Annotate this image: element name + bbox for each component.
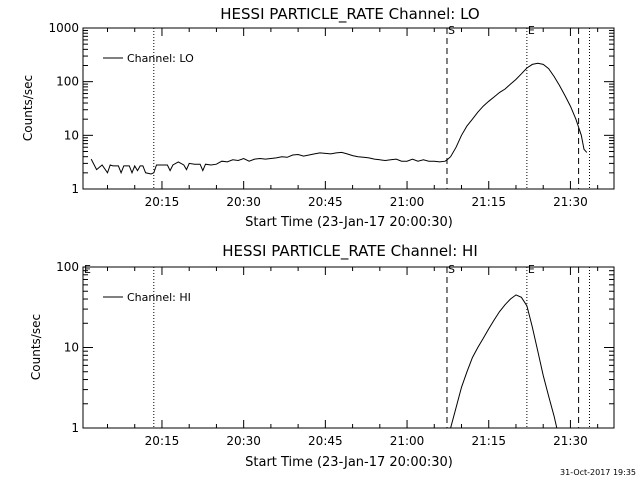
chart-lo-plot: 20:15 20:30 20:45 21:00 21:15 21:30 1 10 100 1000… [48, 21, 615, 209]
x-tick-label: 20:30 [226, 434, 261, 448]
series-line [90, 62, 588, 175]
y-tick-label: 10 [64, 128, 79, 142]
y-tick-label: 1 [71, 182, 79, 196]
x-tick-label: 20:30 [226, 195, 261, 209]
footer-date: 31-Oct-2017 19:35 [560, 468, 636, 477]
x-tick-label: 21:30 [553, 434, 588, 448]
x-tick-label: 21:00 [390, 434, 425, 448]
chart-hi-container: HESSI PARTICLE_RATE Channel: HI Counts/s… [29, 242, 615, 470]
series-line [450, 294, 558, 429]
x-tick-label: 21:00 [390, 195, 425, 209]
marker-label: E [528, 263, 535, 276]
x-tick-label: 21:30 [553, 195, 588, 209]
chart-hi-ylabel: Counts/sec [29, 314, 43, 380]
y-tick-label: 100 [56, 260, 79, 274]
marker-label: S [448, 263, 455, 276]
x-tick-label: 21:15 [471, 434, 506, 448]
y-tick-label: 100 [56, 75, 79, 89]
y-tick-label: 1000 [48, 21, 79, 35]
chart-hi-title: HESSI PARTICLE_RATE Channel: HI [222, 242, 478, 261]
chart-lo-ylabel: Counts/sec [21, 75, 35, 141]
chart-lo-container: HESSI PARTICLE_RATE Channel: LO Counts/s… [21, 5, 615, 230]
corner-label: E [84, 263, 91, 276]
marker-label: S [448, 24, 455, 37]
plot-frame [82, 27, 615, 190]
chart-lo-xlabel: Start Time (23-Jan-17 20:00:30) [245, 215, 453, 230]
y-tick-label: 10 [64, 341, 79, 355]
chart-lo-title: HESSI PARTICLE_RATE Channel: LO [220, 5, 479, 24]
chart-hi-plot: 20:15 20:30 20:45 21:00 21:15 21:30 1 10 100 S E E C… [56, 260, 615, 448]
legend-label: Channel: HI [127, 291, 191, 304]
chart-hi-xlabel: Start Time (23-Jan-17 20:00:30) [245, 455, 453, 470]
x-tick-label: 20:45 [308, 434, 343, 448]
marker-label: E [528, 24, 535, 37]
x-tick-label: 20:15 [145, 195, 180, 209]
x-tick-label: 20:45 [308, 195, 343, 209]
x-tick-label: 21:15 [471, 195, 506, 209]
y-tick-label: 1 [71, 421, 79, 435]
legend-label: Channel: LO [127, 52, 194, 65]
x-tick-label: 20:15 [145, 434, 180, 448]
